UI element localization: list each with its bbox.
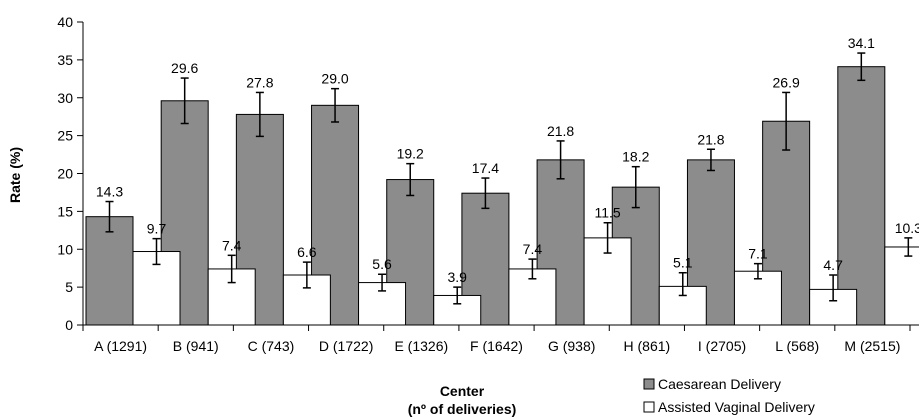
x-axis-title-line1: Center xyxy=(440,383,485,399)
data-label-assisted-vaginal: 6.6 xyxy=(297,244,317,260)
data-label-caesarean: 29.6 xyxy=(171,60,198,76)
legend-label-caesarean: Caesarean Delivery xyxy=(658,376,781,392)
data-label-caesarean: 21.8 xyxy=(697,131,724,147)
y-tick-label: 5 xyxy=(65,279,73,295)
data-label-assisted-vaginal: 7.4 xyxy=(222,237,242,253)
y-tick-label: 35 xyxy=(57,52,73,68)
x-tick-label: A (1291) xyxy=(94,338,147,354)
data-label-caesarean: 29.0 xyxy=(321,71,348,87)
legend-item-assisted-vaginal: Assisted Vaginal Delivery xyxy=(643,399,815,415)
data-label-caesarean: 19.2 xyxy=(397,146,424,162)
data-label-assisted-vaginal: 7.1 xyxy=(748,246,768,262)
x-tick-label: C (743) xyxy=(248,338,295,354)
x-tick-label: G (938) xyxy=(548,338,595,354)
legend-swatch-assisted-vaginal xyxy=(643,401,655,413)
y-axis: 0 5 10 15 20 25 30 35 40 xyxy=(57,14,84,333)
data-label-caesarean: 17.4 xyxy=(472,160,499,176)
data-label-caesarean: 21.8 xyxy=(547,123,574,139)
legend-swatch-caesarean xyxy=(643,378,655,390)
data-label-caesarean: 18.2 xyxy=(622,149,649,165)
legend-item-caesarean: Caesarean Delivery xyxy=(643,376,781,392)
data-label-assisted-vaginal: 5.1 xyxy=(673,255,693,271)
y-tick-label: 15 xyxy=(57,203,73,219)
x-axis-title-line2: (nº of deliveries) xyxy=(408,401,517,417)
x-tick-label: D (1722) xyxy=(319,338,373,354)
x-tick-label: B (941) xyxy=(173,338,219,354)
x-tick-label: L (568) xyxy=(775,338,819,354)
y-tick-label: 25 xyxy=(57,128,73,144)
y-tick-label: 30 xyxy=(57,90,73,106)
bars: 14.3 29.6 27.8 29.0 19.2 17.4 21.8 18.2 21.8 26.9… xyxy=(85,35,919,326)
bar-assisted-vaginal xyxy=(733,270,782,326)
data-label-assisted-vaginal: 10.3 xyxy=(895,220,919,236)
data-label-assisted-vaginal: 7.4 xyxy=(523,241,543,257)
bar-caesarean xyxy=(85,216,134,326)
legend: Caesarean Delivery Assisted Vaginal Deli… xyxy=(643,376,815,415)
x-tick-label: F (1642) xyxy=(470,338,523,354)
y-tick-label: 40 xyxy=(57,14,73,30)
y-axis-title: Rate (%) xyxy=(7,147,23,203)
bar-caesarean xyxy=(837,66,886,326)
data-label-caesarean: 26.9 xyxy=(773,74,800,90)
data-label-caesarean: 27.8 xyxy=(246,74,273,90)
x-tick-label: M (2515) xyxy=(844,338,900,354)
y-tick-label: 10 xyxy=(57,241,73,257)
data-label-assisted-vaginal: 9.7 xyxy=(147,221,167,237)
data-label-caesarean: 34.1 xyxy=(848,35,875,51)
data-label-assisted-vaginal: 11.5 xyxy=(594,205,620,221)
x-axis: A (1291) B (941) C (743) D (1722) E (1326) F … xyxy=(82,324,911,354)
legend-label-assisted-vaginal: Assisted Vaginal Delivery xyxy=(658,399,815,415)
y-tick-label: 20 xyxy=(57,166,73,182)
x-tick-label: I (2705) xyxy=(698,338,746,354)
bar-assisted-vaginal xyxy=(884,246,919,326)
data-label-assisted-vaginal: 5.6 xyxy=(372,256,392,272)
y-tick-label: 0 xyxy=(65,317,73,333)
x-tick-label: E (1326) xyxy=(394,338,448,354)
data-label-assisted-vaginal: 3.9 xyxy=(447,269,467,285)
data-label-assisted-vaginal: 4.7 xyxy=(823,257,843,273)
x-tick-label: H (861) xyxy=(624,338,671,354)
data-label-caesarean: 14.3 xyxy=(96,184,123,200)
